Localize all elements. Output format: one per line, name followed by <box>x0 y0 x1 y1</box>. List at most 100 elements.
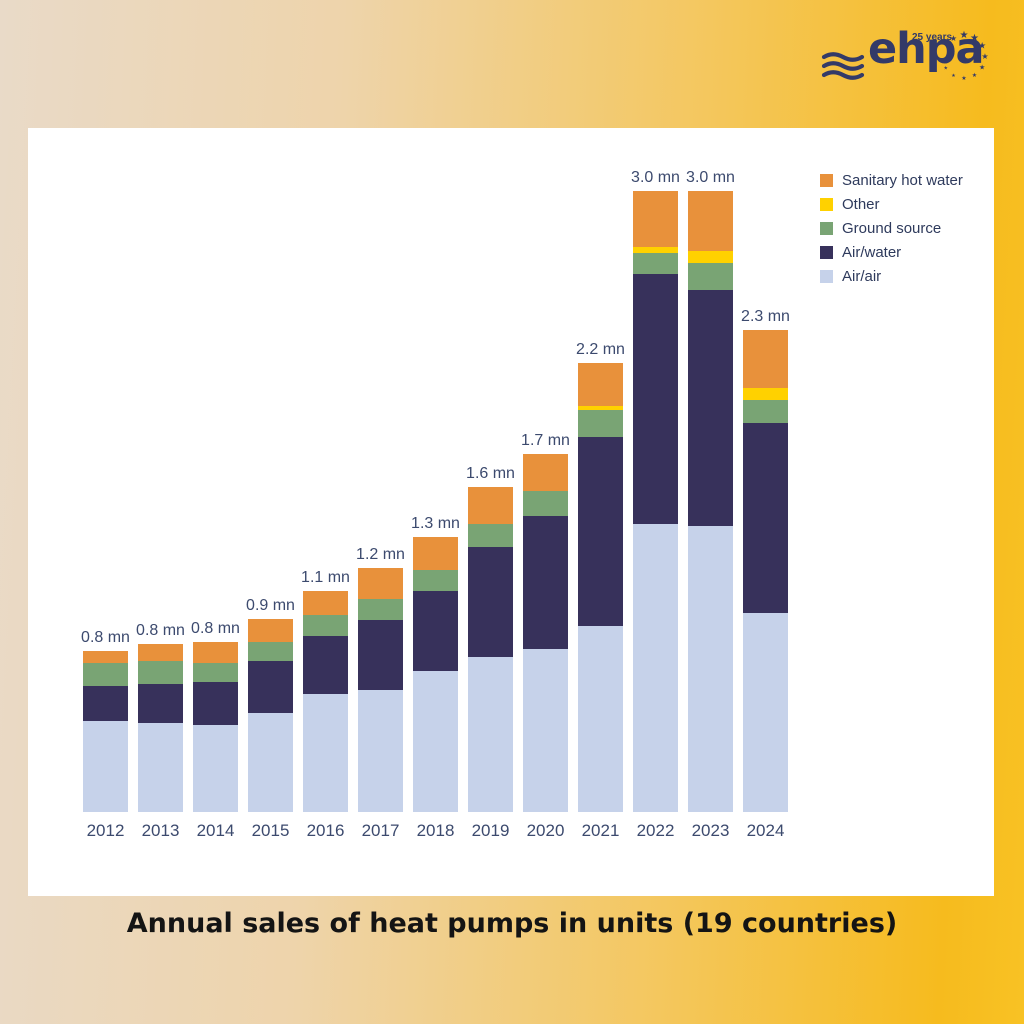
bar-segment-sanitary-hot-water <box>633 191 678 247</box>
bar-total-label: 0.9 mn <box>246 597 295 615</box>
bar-segment-sanitary-hot-water <box>138 644 183 661</box>
bar-column: 0.8 mn 2012 <box>81 629 130 840</box>
legend-swatch <box>820 174 833 187</box>
bar-segment-ground-source <box>83 662 128 686</box>
bar-segment-air-air <box>633 524 678 812</box>
legend-item: Air/water <box>820 244 963 261</box>
bar-segment-sanitary-hot-water <box>248 619 293 643</box>
legend-swatch <box>820 198 833 211</box>
bar-segment-air-air <box>743 613 788 812</box>
bar-segment-sanitary-hot-water <box>83 650 128 663</box>
legend-label: Air/water <box>842 244 902 261</box>
bar-column: 1.6 mn 2019 <box>466 465 515 840</box>
x-axis-tick-label: 2023 <box>691 821 730 840</box>
bar-segment-ground-source <box>413 569 458 591</box>
svg-text:★: ★ <box>970 33 979 44</box>
svg-text:★: ★ <box>981 52 988 61</box>
legend-label: Sanitary hot water <box>842 172 963 189</box>
legend-swatch <box>820 270 833 283</box>
x-axis-tick-label: 2013 <box>141 821 180 840</box>
svg-text:★: ★ <box>978 42 986 52</box>
25-years-badge: 25 years <box>912 32 953 43</box>
bar-segment-air-water <box>358 619 403 690</box>
legend-label: Other <box>842 196 880 213</box>
legend-item: Sanitary hot water <box>820 172 963 189</box>
bar-segment-sanitary-hot-water <box>468 486 513 525</box>
legend-swatch <box>820 222 833 235</box>
bar-segment-air-water <box>138 683 183 723</box>
bar-segment-air-water <box>468 547 513 657</box>
bar-segment-air-water <box>193 681 238 726</box>
legend-item: Other <box>820 196 963 213</box>
bar-segment-air-air <box>468 656 513 812</box>
chart-legend: Sanitary hot water Other Ground source Air/… <box>820 172 963 285</box>
bar-segment-air-water <box>633 273 678 525</box>
svg-text:★: ★ <box>979 64 985 72</box>
bar-segment-air-air <box>358 689 403 812</box>
bar-column: 1.2 mn 2017 <box>356 546 405 840</box>
bar-column: 2.2 mn 2021 <box>576 341 625 840</box>
bar-segment-ground-source <box>633 253 678 274</box>
bar-segment-sanitary-hot-water <box>413 536 458 570</box>
svg-text:★: ★ <box>972 72 977 79</box>
bar-segment-other <box>688 251 733 264</box>
legend-swatch <box>820 246 833 259</box>
bar-total-label: 1.2 mn <box>356 545 405 563</box>
legend-label: Ground source <box>842 220 942 237</box>
bar-total-label: 2.3 mn <box>741 307 790 325</box>
bar-segment-air-water <box>523 516 568 649</box>
bar-segment-air-water <box>83 685 128 721</box>
bar-segment-air-water <box>578 437 623 626</box>
bar-segment-ground-source <box>578 410 623 438</box>
bar-segment-ground-source <box>468 524 513 548</box>
bar-segment-ground-source <box>743 400 788 423</box>
bar-total-label: 3.0 mn <box>686 169 735 187</box>
bar-segment-other <box>743 387 788 401</box>
x-axis-tick-label: 2019 <box>471 821 510 840</box>
x-axis-tick-label: 2022 <box>636 821 675 840</box>
bar-column: 3.0 mn 2023 <box>686 169 735 840</box>
bar-segment-ground-source <box>138 660 183 684</box>
bar-segment-ground-source <box>193 663 238 682</box>
ehpa-logo: ehpa 25 years ★ ★ ★ ★ ★ ★ ★ ★ ★ ★ <box>818 24 989 96</box>
legend-item: Ground source <box>820 220 963 237</box>
ehpa-waves-icon <box>821 52 865 80</box>
bar-segment-ground-source <box>523 491 568 516</box>
chart-title: Annual sales of heat pumps in units (19 … <box>126 908 898 939</box>
bar-segment-air-air <box>193 725 238 812</box>
x-axis-tick-label: 2024 <box>746 821 785 840</box>
bar-segment-air-water <box>743 422 788 614</box>
bar-column: 1.7 mn 2020 <box>521 432 570 840</box>
bar-segment-air-air <box>138 723 183 812</box>
bar-column: 3.0 mn 2022 <box>631 169 680 840</box>
x-axis-tick-label: 2017 <box>361 821 400 840</box>
x-axis-tick-label: 2018 <box>416 821 455 840</box>
bar-segment-sanitary-hot-water <box>358 567 403 599</box>
bar-column: 0.9 mn 2015 <box>246 597 295 840</box>
bar-total-label: 1.6 mn <box>466 464 515 482</box>
bar-segment-ground-source <box>688 263 733 291</box>
bar-total-label: 1.1 mn <box>301 568 350 586</box>
bar-total-label: 3.0 mn <box>631 169 680 187</box>
legend-item: Air/air <box>820 268 963 285</box>
ehpa-wordmark: ehpa <box>868 24 985 74</box>
bar-total-label: 2.2 mn <box>576 340 625 358</box>
svg-text:★: ★ <box>950 34 957 43</box>
bar-segment-air-air <box>303 694 348 812</box>
bar-segment-sanitary-hot-water <box>688 191 733 252</box>
bar-segment-air-air <box>83 720 128 812</box>
x-axis-tick-label: 2021 <box>581 821 620 840</box>
bar-total-label: 0.8 mn <box>81 628 130 646</box>
eu-stars-icon: ★ ★ ★ ★ ★ ★ ★ ★ ★ ★ <box>944 30 989 82</box>
x-axis-tick-label: 2015 <box>251 821 290 840</box>
bar-segment-air-air <box>248 712 293 812</box>
x-axis-tick-label: 2020 <box>526 821 565 840</box>
bar-column: 2.3 mn 2024 <box>741 308 790 840</box>
bar-total-label: 1.7 mn <box>521 431 570 449</box>
bar-segment-ground-source <box>303 615 348 636</box>
bar-segment-ground-source <box>248 642 293 661</box>
svg-text:★: ★ <box>944 66 949 72</box>
bar-segment-other <box>578 406 623 411</box>
svg-text:★: ★ <box>951 73 956 79</box>
bar-segment-other <box>633 246 678 254</box>
